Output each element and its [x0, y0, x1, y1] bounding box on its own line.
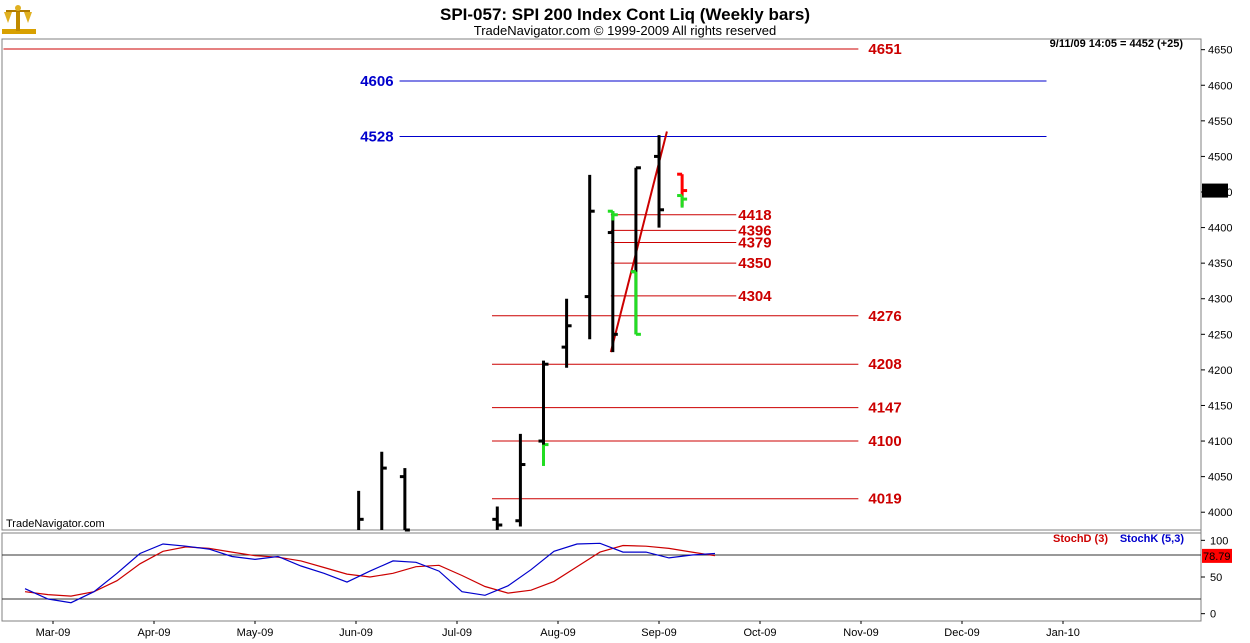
- level-label: 4350: [738, 255, 771, 272]
- stoch-lines: [24, 542, 716, 604]
- x-tick-label: Aug-09: [540, 627, 575, 639]
- price-tick-label: 4050: [1208, 472, 1232, 484]
- level-label: 4606: [360, 73, 393, 90]
- x-tick-label: Sep-09: [641, 627, 676, 639]
- stoch-series-line: [24, 544, 716, 597]
- price-axis: 4000405041004150420042504300435044004450…: [1201, 45, 1232, 519]
- level-label: 4528: [360, 128, 393, 145]
- x-tick-label: Apr-09: [137, 627, 170, 639]
- x-tick-label: Jun-09: [339, 627, 373, 639]
- price-tick-label: 4500: [1208, 151, 1232, 163]
- stoch-tick-label: 0: [1210, 609, 1216, 621]
- price-tick-label: 4250: [1208, 329, 1232, 341]
- stoch-current-label: 78.79: [1203, 551, 1231, 563]
- stoch-axis: 0 50 100 78.79: [2, 535, 1232, 621]
- x-tick-label: Nov-09: [843, 627, 878, 639]
- level-label: 4418: [738, 207, 771, 224]
- level-label: 4651: [868, 41, 901, 58]
- chart-copyright: TradeNavigator.com © 1999-2009 All right…: [474, 23, 776, 38]
- legend-stochk: StochK (5,3): [1120, 533, 1185, 545]
- price-tick-label: 4350: [1208, 258, 1232, 270]
- quote-readout: 9/11/09 14:05 = 4452 (+25): [1050, 38, 1184, 50]
- price-tick-label: 4100: [1208, 436, 1232, 448]
- current-price-badge: [1202, 183, 1228, 198]
- level-label: 4396: [738, 222, 771, 239]
- price-tick-label: 4150: [1208, 400, 1232, 412]
- level-label: 4147: [868, 400, 901, 417]
- x-tick-label: Jan-10: [1046, 627, 1080, 639]
- current-price-label: 4452: [1203, 186, 1227, 198]
- level-label: 4208: [868, 356, 901, 373]
- price-tick-label: 4400: [1208, 223, 1232, 235]
- x-tick-label: Jul-09: [442, 627, 472, 639]
- ohlc-bars: [357, 135, 688, 532]
- stoch-tick-label: 50: [1210, 572, 1222, 584]
- stoch-tick-label: 100: [1210, 535, 1228, 547]
- chart-title: SPI-057: SPI 200 Index Cont Liq (Weekly …: [440, 5, 810, 24]
- level-label: 4304: [738, 288, 772, 305]
- level-label: 4276: [868, 308, 901, 325]
- x-tick-label: Dec-09: [944, 627, 979, 639]
- price-tick-label: 4200: [1208, 365, 1232, 377]
- level-label: 4019: [868, 491, 901, 508]
- level-label: 4100: [868, 433, 901, 450]
- stoch-series-line: [24, 542, 716, 604]
- scales-icon: [2, 5, 36, 34]
- price-tick-label: 4000: [1208, 507, 1232, 519]
- watermark: TradeNavigator.com: [6, 518, 105, 530]
- price-tick-label: 4550: [1208, 116, 1232, 128]
- legend-stochd: StochD (3): [1053, 533, 1108, 545]
- x-tick-label: May-09: [237, 627, 274, 639]
- level-label: 4379: [738, 235, 771, 252]
- price-tick-label: 4300: [1208, 294, 1232, 306]
- stoch-current-badge: [1202, 548, 1232, 563]
- stoch-legend: StochD (3) StochK (5,3): [1053, 533, 1184, 545]
- x-tick-label: Mar-09: [36, 627, 71, 639]
- price-tick-label: 4650: [1208, 45, 1232, 57]
- x-axis: Mar-09 Apr-09 May-09 Jun-09 Jul-09 Aug-09 Sep-…: [36, 621, 1080, 639]
- price-panel-frame: [1, 38, 1202, 531]
- price-tick-label: 4600: [1208, 80, 1232, 92]
- x-tick-label: Oct-09: [743, 627, 776, 639]
